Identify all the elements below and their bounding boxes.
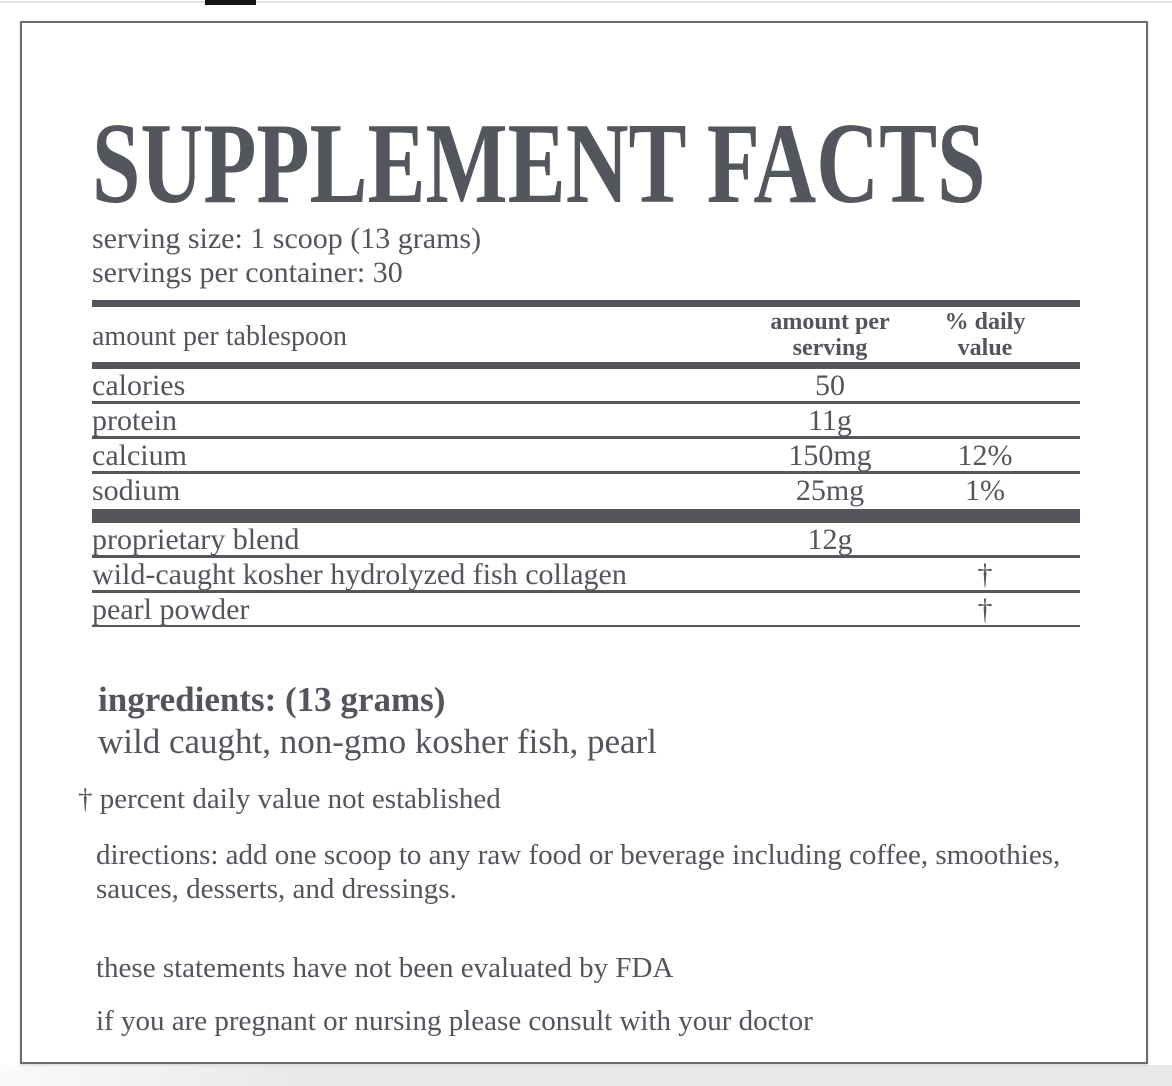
nutrient-amount: 50 [815, 369, 845, 402]
nutrient-daily-value: 12% [957, 439, 1013, 472]
fda-disclaimer-text: these statements have not been evaluated… [96, 952, 674, 984]
dagger-symbol: † [977, 593, 993, 626]
supplement-facts-label: SUPPLEMENT FACTS serving size: 1 scoop (… [20, 21, 1148, 1064]
label-content: SUPPLEMENT FACTS serving size: 1 scoop (… [22, 100, 1146, 1038]
serving-info: serving size: 1 scoop (13 grams) serving… [92, 222, 1118, 290]
nutrient-daily-value: 1% [965, 474, 1005, 507]
nutrient-name: calcium [92, 439, 187, 472]
ingredients-heading: ingredients: (13 grams) [98, 679, 1118, 721]
header-percent-daily-value-line2: value [957, 335, 1013, 361]
table-row-sodium: sodium 25mg 1% [92, 474, 1080, 509]
ingredients-section: ingredients: (13 grams) wild caught, non… [92, 679, 1118, 763]
table-header-row: amount per tablespoon amount per serving… [92, 307, 1080, 362]
table-row-protein: protein 11g [92, 404, 1080, 439]
nutrient-amount: 12g [807, 523, 853, 556]
table-row-proprietary-blend: proprietary blend 12g [92, 523, 1080, 558]
nutrient-name: wild-caught kosher hydrolyzed fish colla… [92, 558, 627, 591]
top-divider-line [0, 1, 1172, 3]
header-amount-per-serving-line1: amount per [770, 309, 890, 335]
table-row-pearl-powder: pearl powder † [92, 593, 1080, 627]
ingredients-heading-grams: (13 grams) [276, 680, 446, 719]
header-amount-per-serving: amount per serving [670, 309, 990, 361]
header-amount-per-serving-line2: serving [792, 335, 868, 361]
page-bottom-background [0, 1065, 1172, 1086]
cropped-tab-indicator [205, 0, 256, 5]
ingredients-heading-label: ingredients: [98, 680, 277, 719]
nutrient-name: sodium [92, 474, 181, 507]
daily-value-footnote: † percent daily value not established [78, 783, 501, 815]
table-row-fish-collagen: wild-caught kosher hydrolyzed fish colla… [92, 558, 1080, 593]
nutrient-amount: 11g [808, 404, 852, 437]
nutrient-name: protein [92, 404, 177, 437]
header-percent-daily-value: % daily value [895, 309, 1075, 361]
label-title: SUPPLEMENT FACTS [92, 100, 986, 228]
header-percent-daily-value-line1: % daily [944, 309, 1026, 335]
table-row-calcium: calcium 150mg 12% [92, 439, 1080, 474]
table-top-rule [92, 300, 1080, 307]
header-amount-per-tablespoon: amount per tablespoon [92, 321, 348, 352]
nutrient-name: proprietary blend [92, 523, 300, 556]
facts-table: amount per tablespoon amount per serving… [92, 300, 1080, 627]
pregnancy-warning-text: if you are pregnant or nursing please co… [96, 1005, 813, 1037]
nutrient-amount: 150mg [788, 439, 872, 472]
servings-per-container-text: servings per container: 30 [92, 256, 403, 289]
table-row-calories: calories 50 [92, 369, 1080, 404]
nutrient-amount: 25mg [795, 474, 865, 507]
nutrient-name: pearl powder [92, 593, 250, 626]
serving-size-text: serving size: 1 scoop (13 grams) [92, 222, 482, 255]
nutrient-name: calories [92, 369, 186, 402]
dagger-symbol: † [977, 558, 993, 591]
table-header-bottom-rule [92, 362, 1080, 369]
directions-text: directions: add one scoop to any raw foo… [96, 839, 1061, 905]
table-section-divider [92, 509, 1080, 523]
ingredients-list: wild caught, non-gmo kosher fish, pearl [98, 722, 657, 761]
